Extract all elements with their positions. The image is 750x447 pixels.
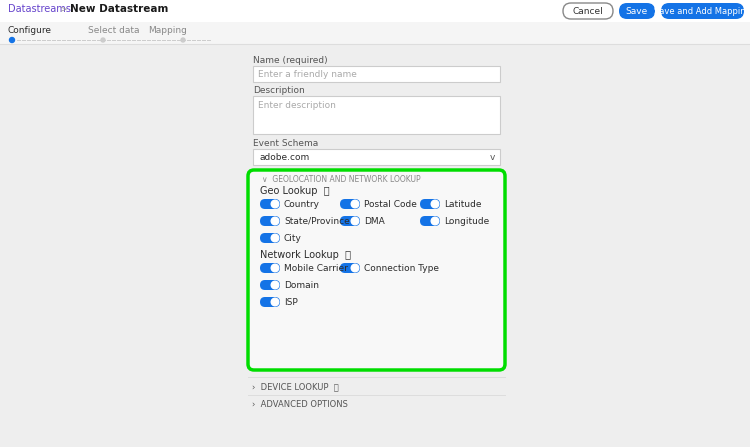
Text: DMA: DMA (364, 217, 385, 226)
FancyBboxPatch shape (420, 199, 440, 209)
FancyBboxPatch shape (340, 199, 360, 209)
Text: Domain: Domain (284, 281, 319, 290)
Text: Enter description: Enter description (258, 101, 336, 110)
Circle shape (272, 217, 279, 225)
FancyBboxPatch shape (661, 3, 744, 19)
Bar (253, 66, 500, 82)
Text: Name (required): Name (required) (253, 56, 328, 65)
FancyBboxPatch shape (340, 263, 360, 273)
FancyBboxPatch shape (420, 216, 440, 226)
Text: Cancel: Cancel (573, 7, 603, 16)
Text: v: v (490, 153, 495, 162)
Text: Mobile Carrier: Mobile Carrier (284, 264, 348, 273)
FancyBboxPatch shape (619, 3, 655, 19)
FancyBboxPatch shape (563, 3, 613, 19)
Circle shape (272, 234, 279, 242)
FancyBboxPatch shape (260, 216, 280, 226)
Text: Geo Lookup  ⓘ: Geo Lookup ⓘ (260, 186, 330, 196)
Text: Network Lookup  ⓘ: Network Lookup ⓘ (260, 250, 351, 260)
Bar (0, 22, 750, 44)
Text: Longitude: Longitude (444, 217, 489, 226)
FancyBboxPatch shape (340, 216, 360, 226)
Circle shape (351, 200, 358, 208)
Text: Latitude: Latitude (444, 200, 482, 209)
FancyBboxPatch shape (248, 170, 505, 370)
Circle shape (351, 264, 358, 272)
FancyBboxPatch shape (260, 280, 280, 290)
Text: >: > (60, 4, 68, 13)
Text: State/Province: State/Province (284, 217, 350, 226)
Text: City: City (284, 234, 302, 243)
Text: New Datastream: New Datastream (70, 4, 168, 14)
Circle shape (431, 217, 439, 225)
Text: Description: Description (253, 86, 305, 95)
Text: Save and Add Mapping: Save and Add Mapping (654, 7, 750, 16)
Circle shape (272, 264, 279, 272)
Circle shape (181, 38, 185, 42)
Text: Connection Type: Connection Type (364, 264, 439, 273)
Text: Mapping: Mapping (148, 26, 187, 35)
Text: ∨  GEOLOCATION AND NETWORK LOOKUP: ∨ GEOLOCATION AND NETWORK LOOKUP (262, 175, 421, 184)
Circle shape (272, 281, 279, 289)
Bar (0, 0, 750, 22)
Bar (253, 149, 500, 165)
FancyBboxPatch shape (260, 263, 280, 273)
Text: Save: Save (626, 7, 648, 16)
FancyBboxPatch shape (260, 199, 280, 209)
Text: Datastreams: Datastreams (8, 4, 70, 14)
Text: ›  DEVICE LOOKUP  ⓘ: › DEVICE LOOKUP ⓘ (252, 382, 339, 391)
Circle shape (101, 38, 105, 42)
Text: Postal Code: Postal Code (364, 200, 417, 209)
Text: Event Schema: Event Schema (253, 139, 318, 148)
FancyBboxPatch shape (260, 297, 280, 307)
Text: adobe.com: adobe.com (259, 153, 309, 162)
Circle shape (10, 38, 14, 42)
Bar (253, 96, 500, 134)
Circle shape (272, 298, 279, 306)
Circle shape (431, 200, 439, 208)
Text: Configure: Configure (8, 26, 52, 35)
Text: Select data: Select data (88, 26, 140, 35)
Text: ›  ADVANCED OPTIONS: › ADVANCED OPTIONS (252, 400, 348, 409)
Text: ISP: ISP (284, 298, 298, 307)
FancyBboxPatch shape (260, 233, 280, 243)
Text: Enter a friendly name: Enter a friendly name (258, 70, 357, 79)
Circle shape (351, 217, 358, 225)
Text: Country: Country (284, 200, 320, 209)
Circle shape (272, 200, 279, 208)
